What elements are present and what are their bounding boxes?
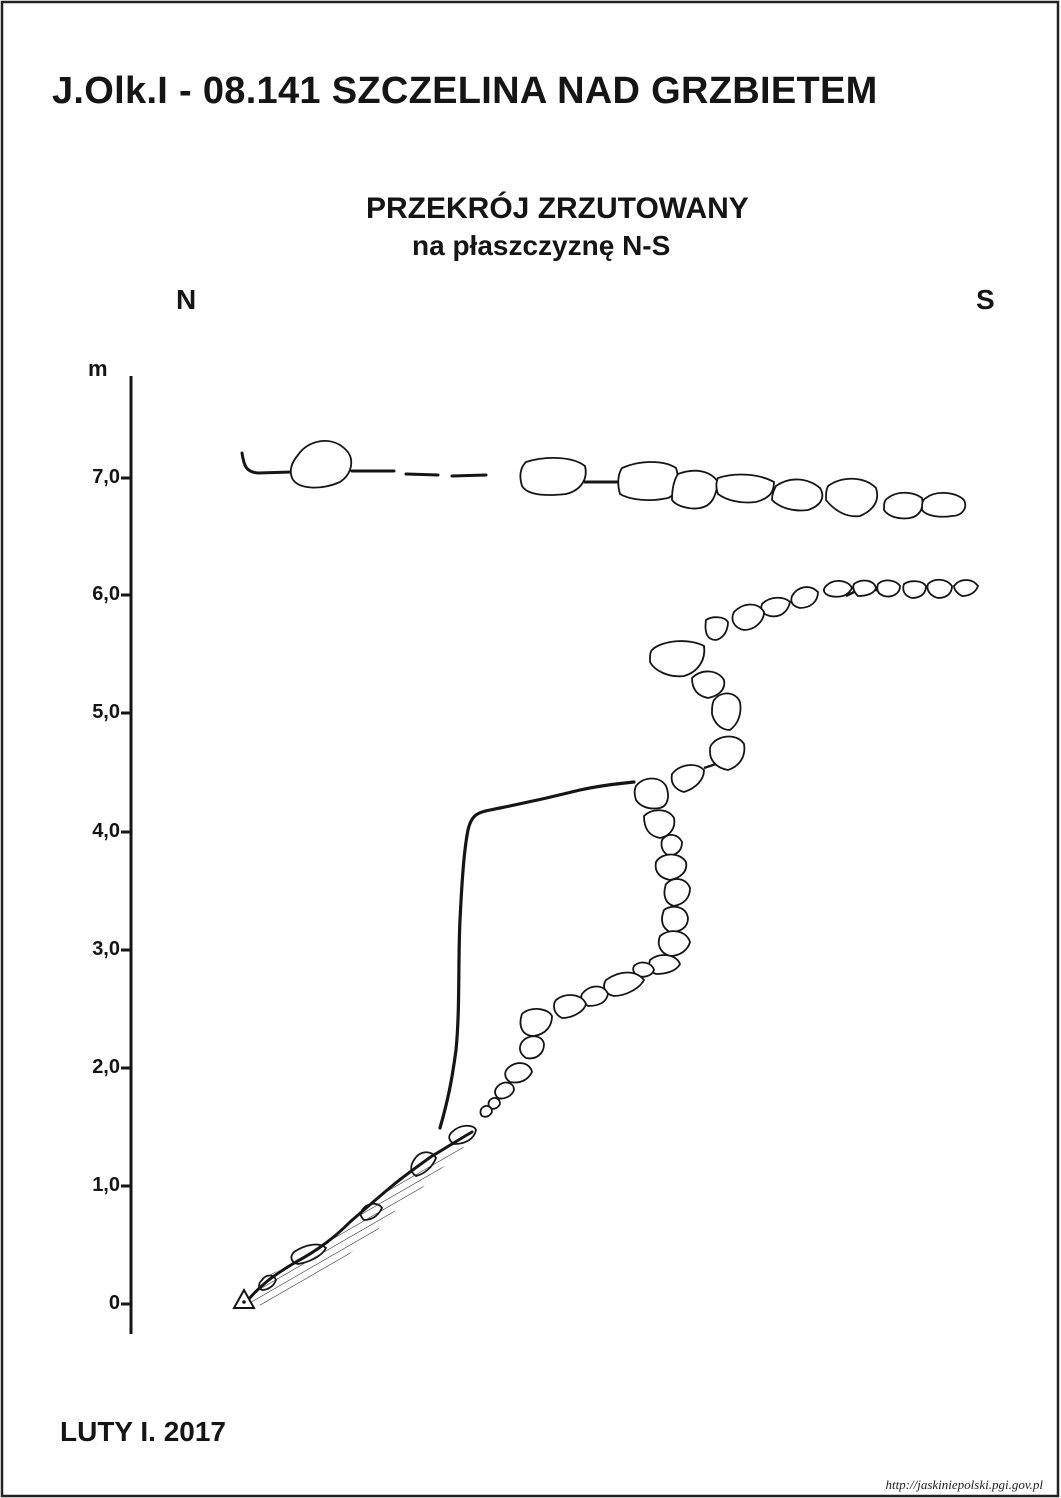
triangle-with-dot-icon xyxy=(232,1287,256,1309)
scale-tick-label: 7,0 xyxy=(92,466,120,488)
scale-tick-label: 1,0 xyxy=(92,1174,120,1196)
floor-boulders xyxy=(258,578,980,1291)
scale-tick-label: 6,0 xyxy=(92,583,120,605)
survey-date-label: LUTY I. 2017 xyxy=(60,1416,227,1447)
scale-unit-label: m xyxy=(88,356,108,381)
drawing-title: J.Olk.I - 08.141 SZCZELINA NAD GRZBIETEM xyxy=(52,70,878,112)
passage-wall-line xyxy=(438,780,636,1130)
section-type-label: PRZEKRÓJ ZRZUTOWANY xyxy=(366,192,749,225)
section-plane-label: na płaszczyznę N-S xyxy=(412,230,671,261)
vertical-scale xyxy=(121,376,133,1334)
scale-tick-label: 5,0 xyxy=(92,701,120,723)
direction-north-label: N xyxy=(176,284,197,315)
ceiling-outline xyxy=(240,451,620,484)
scale-tick-label: 2,0 xyxy=(92,1056,120,1078)
scale-tick-label: 3,0 xyxy=(92,938,120,960)
sediment-floor xyxy=(246,1130,474,1306)
scale-tick-label: 4,0 xyxy=(92,820,120,842)
ceiling-boulders xyxy=(289,440,967,520)
source-url-link[interactable]: http://jaskiniepolski.pgi.gov.pl xyxy=(885,1477,1043,1492)
direction-south-label: S xyxy=(976,284,995,315)
scale-tick-label: 0 xyxy=(108,1292,120,1314)
